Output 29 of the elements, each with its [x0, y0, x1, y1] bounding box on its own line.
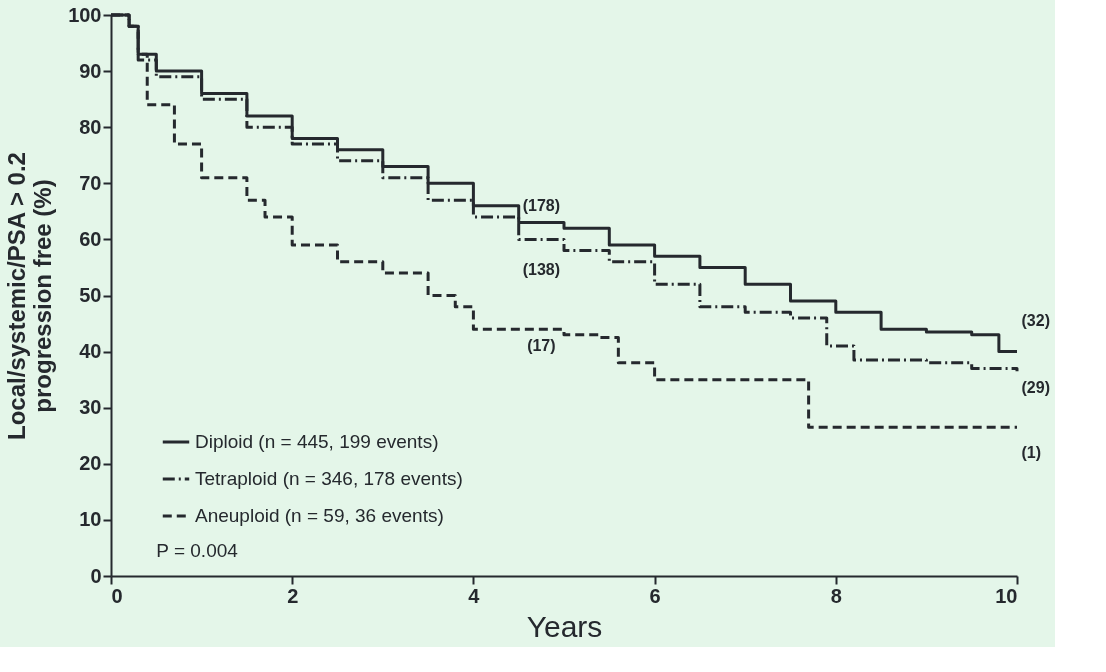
annotation: (178) [522, 196, 561, 214]
text: (29) [1021, 379, 1050, 397]
legend-label: Aneuploid (n = 59, 36 events) [195, 505, 444, 526]
y-tick-label: 50 [79, 284, 102, 306]
y-tick-label: 10 [79, 508, 102, 531]
text: (1) [1021, 443, 1042, 461]
y-tick-label: 80 [79, 115, 102, 138]
y-tick-label: 40 [79, 340, 102, 363]
x-tick-label: 4 [468, 584, 481, 607]
y-tick-label: 20 [79, 452, 102, 475]
annotation: (138) [522, 261, 561, 279]
y-tick-label: 100 [68, 3, 102, 26]
y-tick-label: 60 [79, 227, 102, 250]
x-tick-label: 6 [649, 584, 661, 607]
annotation: (17) [527, 336, 556, 354]
x-tick-label: 8 [830, 584, 842, 607]
y-tick-label: 90 [79, 59, 102, 82]
legend-label: Diploid (n = 445, 199 events) [195, 431, 439, 452]
y-tick-label: 30 [79, 396, 102, 419]
y-tick-label: 70 [79, 171, 102, 194]
text: (32) [1021, 311, 1050, 329]
y-axis-title: Local/systemic/PSA > 0.2 progression free (%) [3, 152, 57, 440]
x-tick-label: 2 [287, 584, 299, 607]
x-tick-label: 10 [995, 584, 1018, 607]
y-tick-label: 0 [90, 564, 102, 587]
legend-label: Tetraploid (n = 346, 178 events) [195, 468, 463, 489]
x-axis-title: Years [526, 609, 603, 643]
annotation: P = 0.004 [156, 539, 239, 561]
x-tick-label: 0 [111, 584, 123, 607]
